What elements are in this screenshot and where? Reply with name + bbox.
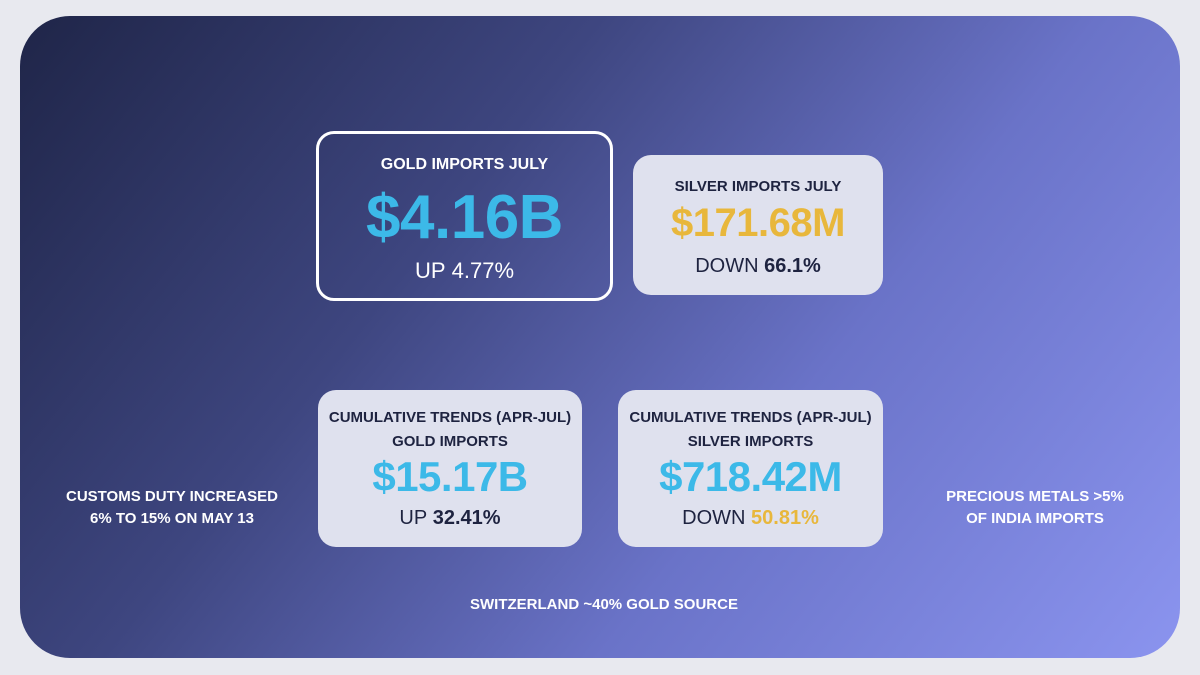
card-value: $15.17B [372,453,528,500]
card-change: 66.1% [764,255,821,277]
card-direction: DOWN [695,255,759,277]
silver-card: SILVER IMPORTS JULY $171.68M DOWN 66.1% [633,155,883,295]
gold-card: GOLD IMPORTS JULY $4.16B UP 4.77% [316,131,613,301]
panel: GOLD IMPORTS JULY $4.16B UP 4.77% SILVER… [20,16,1180,658]
card-direction: UP [414,258,446,283]
card-title: CUMULATIVE TRENDS (APR-JUL) [629,409,872,426]
card-title: SILVER IMPORTS JULY [674,178,842,195]
card-value: $171.68M [671,201,845,245]
card-direction: DOWN [682,507,746,529]
card-title: CUMULATIVE TRENDS (APR-JUL) [328,409,572,426]
card-value: $718.42M [659,453,842,500]
card-value: $4.16B [366,183,563,252]
note: SWITZERLAND ~40% GOLD SOURCE [404,594,804,616]
card-subtitle: SILVER IMPORTS [687,433,814,450]
card-change: 32.41% [432,507,501,529]
note-line: 6% TO 15% ON MAY 13 [90,510,254,527]
note: CUSTOMS DUTY INCREASED 6% TO 15% ON MAY … [52,486,292,530]
card-change: 50.81% [751,507,819,529]
note-line: SWITZERLAND ~40% GOLD SOURCE [470,596,738,613]
note: PRECIOUS METALS >5% OF INDIA IMPORTS [915,486,1155,530]
note-line: OF INDIA IMPORTS [966,510,1104,527]
card-change: 4.77% [451,258,515,283]
cumulative-gold-card: CUMULATIVE TRENDS (APR-JUL) GOLD IMPORTS… [318,390,582,547]
cumulative-silver-card: CUMULATIVE TRENDS (APR-JUL) SILVER IMPOR… [618,390,883,547]
card-subtitle: GOLD IMPORTS [392,433,508,450]
card-title: GOLD IMPORTS JULY [380,156,549,173]
note-line: PRECIOUS METALS >5% [946,488,1124,505]
card-direction: UP [399,507,428,529]
note-line: CUSTOMS DUTY INCREASED [66,488,278,505]
